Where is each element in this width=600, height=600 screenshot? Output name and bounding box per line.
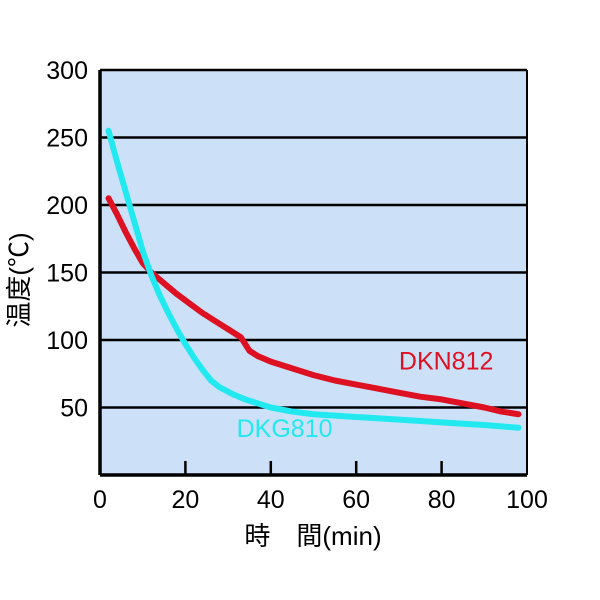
y-tick-label: 150 <box>46 260 88 288</box>
x-tick-label: 40 <box>257 486 285 514</box>
series-label-dkn812: DKN812 <box>399 348 494 376</box>
data-series-group <box>105 127 522 431</box>
y-axis-title: 温度(℃) <box>4 232 34 327</box>
series-line-dkg810 <box>105 127 522 431</box>
y-tick-label: 50 <box>60 395 88 423</box>
y-axis-tick-labels: 50 100 150 200 250 300 <box>46 57 88 423</box>
x-axis-tick-labels: 0 20 40 60 80 100 <box>93 486 548 514</box>
x-axis-title: 時 間(min) <box>244 521 381 551</box>
y-tick-label: 250 <box>46 125 88 153</box>
horizontal-gridlines <box>100 136 527 409</box>
x-tick-label: 100 <box>506 486 548 514</box>
x-tick-label: 80 <box>428 486 456 514</box>
x-axis-tick-marks <box>184 461 443 475</box>
y-tick-label: 100 <box>46 327 88 355</box>
x-tick-label: 20 <box>171 486 199 514</box>
x-tick-label: 0 <box>93 486 107 514</box>
x-tick-label: 60 <box>342 486 370 514</box>
series-label-dkg810: DKG810 <box>237 415 333 443</box>
y-tick-label: 300 <box>46 57 88 85</box>
y-tick-label: 200 <box>46 192 88 220</box>
